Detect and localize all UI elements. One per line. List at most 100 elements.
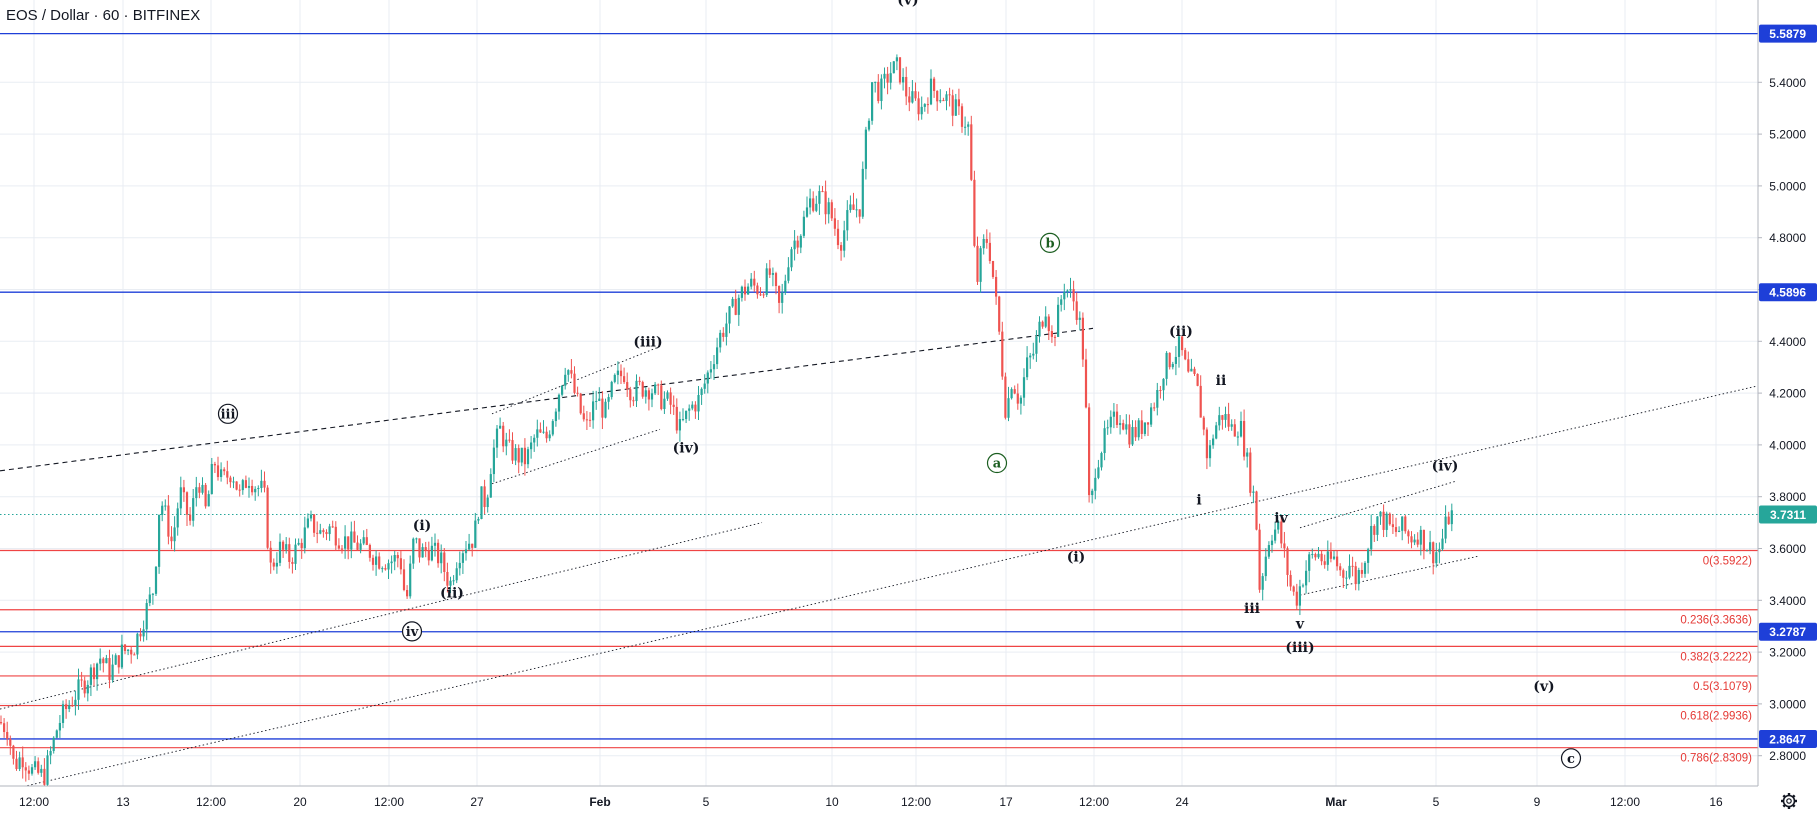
candle-body	[61, 704, 65, 723]
candle-body	[269, 547, 272, 563]
candle-body	[1218, 415, 1221, 426]
candle-body	[1212, 438, 1215, 446]
candle-body	[123, 644, 127, 651]
candle-body	[1128, 424, 1131, 445]
candle-body	[846, 210, 849, 231]
candle-body	[1413, 539, 1416, 543]
candle-body	[1208, 445, 1212, 459]
candle-body	[102, 658, 105, 664]
candle-body	[415, 538, 418, 540]
level-price-tag[interactable]	[1759, 729, 1817, 748]
price-axis-panel[interactable]	[1758, 0, 1818, 816]
candle-body	[182, 487, 185, 493]
candle-body	[1196, 373, 1199, 386]
time-axis-panel[interactable]	[0, 786, 1758, 816]
candle-body	[709, 369, 712, 373]
candle-body	[148, 594, 151, 604]
candle-body	[499, 425, 502, 429]
candle-body	[644, 390, 647, 397]
candle-body	[213, 463, 216, 466]
candle-body	[145, 603, 148, 630]
level-price-tag-label: 2.8647	[1769, 732, 1806, 746]
candle-body	[1447, 516, 1450, 525]
candle-body	[706, 372, 709, 384]
candle-body	[1336, 556, 1339, 567]
level-price-tag[interactable]	[1759, 622, 1817, 641]
candle-body	[309, 514, 313, 519]
candle-body	[322, 530, 325, 533]
candle-body	[319, 530, 322, 534]
candle-body	[1280, 521, 1283, 544]
candle-body	[86, 684, 89, 694]
candle-body	[1159, 389, 1162, 391]
y-tick-label: 4.8000	[1769, 231, 1806, 245]
candle-body	[666, 392, 669, 399]
candle-body	[1345, 577, 1348, 579]
candle-body	[1224, 413, 1227, 420]
candle-body	[985, 238, 988, 243]
level-price-tag[interactable]	[1759, 24, 1817, 43]
x-tick-label: Mar	[1325, 795, 1347, 809]
wave-label: (v)	[897, 0, 918, 8]
fib-level-label: 0.618(2.9936)	[1680, 711, 1752, 723]
candle-body	[1370, 525, 1373, 550]
candle-body	[1227, 413, 1230, 427]
candle-body	[567, 370, 570, 375]
candle-body	[1202, 417, 1205, 430]
candle-body	[539, 429, 542, 433]
gear-icon[interactable]	[1781, 793, 1797, 809]
trend-line[interactable]	[491, 428, 661, 485]
candle-body	[362, 537, 365, 544]
trend-line[interactable]	[0, 327, 1094, 472]
current-price-tag[interactable]	[1759, 505, 1817, 524]
candle-body	[1100, 453, 1103, 468]
candle-body	[1416, 539, 1419, 545]
candle-body	[1122, 423, 1125, 430]
candle-body	[774, 273, 778, 287]
candle-body	[905, 76, 908, 97]
level-price-tag[interactable]	[1759, 283, 1817, 302]
trend-line[interactable]	[0, 522, 763, 710]
candle-body	[275, 562, 278, 567]
candle-body	[933, 78, 936, 91]
candle-body	[328, 526, 331, 535]
candle-body	[1001, 331, 1004, 377]
candle-body	[204, 484, 207, 507]
wave-label: (iv)	[673, 440, 700, 456]
candle-body	[1379, 511, 1382, 517]
candle-body	[1239, 420, 1243, 437]
candle-body	[316, 532, 319, 534]
candle-body	[1432, 542, 1435, 564]
candle-body	[1004, 376, 1007, 418]
candle-body	[347, 536, 350, 550]
trend-line[interactable]	[1299, 480, 1457, 529]
candle-body	[216, 465, 220, 478]
candle-body	[1314, 554, 1317, 558]
candle-body	[833, 218, 836, 229]
candle-body	[970, 124, 973, 180]
candle-body	[371, 557, 375, 565]
candle-body	[471, 543, 474, 548]
candle-body	[936, 90, 939, 102]
candle-body	[443, 552, 446, 572]
candle-body	[756, 285, 759, 295]
candle-body	[1441, 538, 1444, 550]
candle-body	[719, 332, 722, 348]
candle-body	[55, 730, 58, 738]
candle-body	[185, 492, 189, 515]
candle-body	[120, 644, 123, 668]
x-tick-label: 5	[1433, 795, 1440, 809]
candle-body	[77, 679, 80, 700]
wave-label: v	[1295, 617, 1305, 633]
candle-body	[514, 448, 517, 461]
candle-body	[731, 298, 734, 307]
trend-line[interactable]	[0, 384, 1761, 793]
candle-body	[105, 657, 108, 664]
candle-body	[278, 541, 282, 563]
candle-body	[1373, 525, 1376, 535]
candle-body	[1252, 491, 1255, 493]
candle-body	[570, 370, 573, 374]
candle-body	[778, 286, 781, 303]
candle-body	[24, 767, 27, 771]
